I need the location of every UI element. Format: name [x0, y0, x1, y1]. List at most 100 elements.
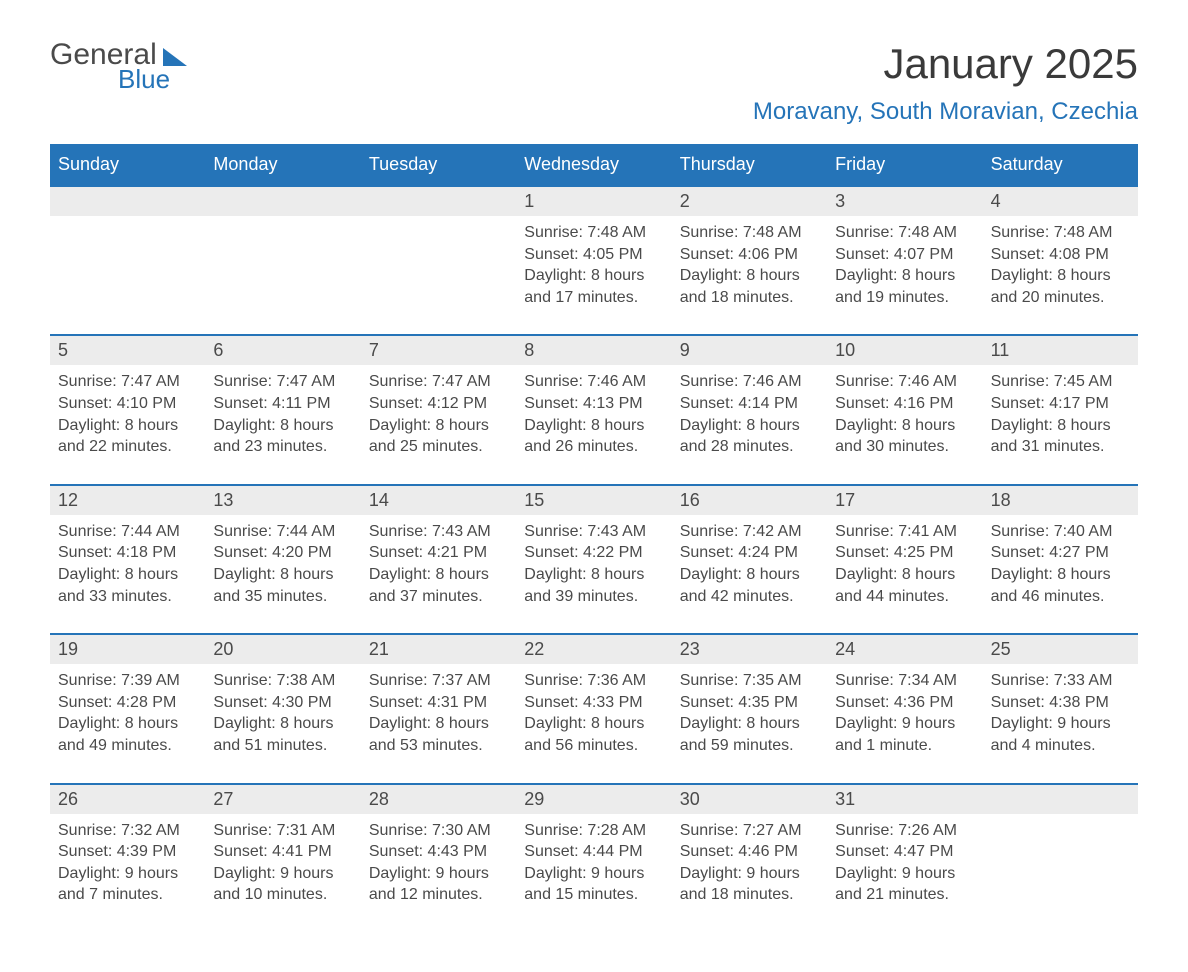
day-cell: Sunrise: 7:46 AMSunset: 4:14 PMDaylight:… — [672, 365, 827, 483]
sunset-text: Sunset: 4:24 PM — [680, 542, 819, 564]
day-number: 23 — [672, 635, 827, 664]
daylight-text: Daylight: 8 hours and 31 minutes. — [991, 415, 1130, 458]
daylight-text: Daylight: 8 hours and 56 minutes. — [524, 713, 663, 756]
calendar-week: 1234Sunrise: 7:48 AMSunset: 4:05 PMDayli… — [50, 185, 1138, 334]
day-number: 14 — [361, 486, 516, 515]
day-name: Sunday — [50, 144, 205, 185]
day-cell: Sunrise: 7:28 AMSunset: 4:44 PMDaylight:… — [516, 814, 671, 932]
day-number: 22 — [516, 635, 671, 664]
day-cell: Sunrise: 7:35 AMSunset: 4:35 PMDaylight:… — [672, 664, 827, 782]
day-number: 16 — [672, 486, 827, 515]
day-cell: Sunrise: 7:48 AMSunset: 4:07 PMDaylight:… — [827, 216, 982, 334]
day-number: 26 — [50, 785, 205, 814]
sunrise-text: Sunrise: 7:36 AM — [524, 670, 663, 692]
sunset-text: Sunset: 4:06 PM — [680, 244, 819, 266]
sunrise-text: Sunrise: 7:45 AM — [991, 371, 1130, 393]
day-cell: Sunrise: 7:33 AMSunset: 4:38 PMDaylight:… — [983, 664, 1138, 782]
sunset-text: Sunset: 4:43 PM — [369, 841, 508, 863]
day-cell: Sunrise: 7:36 AMSunset: 4:33 PMDaylight:… — [516, 664, 671, 782]
sunset-text: Sunset: 4:18 PM — [58, 542, 197, 564]
day-cell: Sunrise: 7:46 AMSunset: 4:13 PMDaylight:… — [516, 365, 671, 483]
sunset-text: Sunset: 4:28 PM — [58, 692, 197, 714]
day-number: 13 — [205, 486, 360, 515]
daylight-text: Daylight: 9 hours and 10 minutes. — [213, 863, 352, 906]
daynum-row: 1234 — [50, 187, 1138, 216]
day-name: Wednesday — [516, 144, 671, 185]
sunset-text: Sunset: 4:39 PM — [58, 841, 197, 863]
sunset-text: Sunset: 4:12 PM — [369, 393, 508, 415]
sunrise-text: Sunrise: 7:46 AM — [835, 371, 974, 393]
sunrise-text: Sunrise: 7:43 AM — [524, 521, 663, 543]
daylight-text: Daylight: 8 hours and 17 minutes. — [524, 265, 663, 308]
sunrise-text: Sunrise: 7:40 AM — [991, 521, 1130, 543]
sunset-text: Sunset: 4:44 PM — [524, 841, 663, 863]
day-cell: Sunrise: 7:34 AMSunset: 4:36 PMDaylight:… — [827, 664, 982, 782]
day-number: 19 — [50, 635, 205, 664]
sunrise-text: Sunrise: 7:47 AM — [369, 371, 508, 393]
daylight-text: Daylight: 8 hours and 53 minutes. — [369, 713, 508, 756]
day-number: 31 — [827, 785, 982, 814]
daylight-text: Daylight: 9 hours and 12 minutes. — [369, 863, 508, 906]
sunset-text: Sunset: 4:25 PM — [835, 542, 974, 564]
day-number: 10 — [827, 336, 982, 365]
sunset-text: Sunset: 4:47 PM — [835, 841, 974, 863]
sunset-text: Sunset: 4:20 PM — [213, 542, 352, 564]
day-number: 9 — [672, 336, 827, 365]
sunrise-text: Sunrise: 7:39 AM — [58, 670, 197, 692]
sunset-text: Sunset: 4:10 PM — [58, 393, 197, 415]
daylight-text: Daylight: 8 hours and 39 minutes. — [524, 564, 663, 607]
sunrise-text: Sunrise: 7:27 AM — [680, 820, 819, 842]
daylight-text: Daylight: 8 hours and 49 minutes. — [58, 713, 197, 756]
sunset-text: Sunset: 4:33 PM — [524, 692, 663, 714]
calendar-day-header: Sunday Monday Tuesday Wednesday Thursday… — [50, 144, 1138, 185]
sunset-text: Sunset: 4:07 PM — [835, 244, 974, 266]
day-name: Friday — [827, 144, 982, 185]
daynum-row: 19202122232425 — [50, 635, 1138, 664]
day-number: 2 — [672, 187, 827, 216]
sunset-text: Sunset: 4:13 PM — [524, 393, 663, 415]
day-number: 27 — [205, 785, 360, 814]
day-cell: Sunrise: 7:37 AMSunset: 4:31 PMDaylight:… — [361, 664, 516, 782]
day-number: 11 — [983, 336, 1138, 365]
day-cell: Sunrise: 7:43 AMSunset: 4:22 PMDaylight:… — [516, 515, 671, 633]
day-cell — [983, 814, 1138, 932]
page-title: January 2025 — [753, 40, 1138, 88]
day-number: 6 — [205, 336, 360, 365]
day-number: 15 — [516, 486, 671, 515]
daylight-text: Daylight: 9 hours and 1 minute. — [835, 713, 974, 756]
day-number: 25 — [983, 635, 1138, 664]
sunrise-text: Sunrise: 7:48 AM — [835, 222, 974, 244]
calendar-week: 19202122232425Sunrise: 7:39 AMSunset: 4:… — [50, 633, 1138, 782]
day-cell: Sunrise: 7:26 AMSunset: 4:47 PMDaylight:… — [827, 814, 982, 932]
calendar-week: 567891011Sunrise: 7:47 AMSunset: 4:10 PM… — [50, 334, 1138, 483]
sunrise-text: Sunrise: 7:47 AM — [213, 371, 352, 393]
day-cell: Sunrise: 7:42 AMSunset: 4:24 PMDaylight:… — [672, 515, 827, 633]
day-number: 7 — [361, 336, 516, 365]
daylight-text: Daylight: 8 hours and 46 minutes. — [991, 564, 1130, 607]
sunrise-text: Sunrise: 7:47 AM — [58, 371, 197, 393]
sunrise-text: Sunrise: 7:41 AM — [835, 521, 974, 543]
sunrise-text: Sunrise: 7:46 AM — [524, 371, 663, 393]
day-number: 5 — [50, 336, 205, 365]
daylight-text: Daylight: 8 hours and 42 minutes. — [680, 564, 819, 607]
day-cell: Sunrise: 7:40 AMSunset: 4:27 PMDaylight:… — [983, 515, 1138, 633]
daylight-text: Daylight: 9 hours and 15 minutes. — [524, 863, 663, 906]
day-cell: Sunrise: 7:48 AMSunset: 4:06 PMDaylight:… — [672, 216, 827, 334]
daylight-text: Daylight: 8 hours and 28 minutes. — [680, 415, 819, 458]
day-number: 20 — [205, 635, 360, 664]
sunrise-text: Sunrise: 7:31 AM — [213, 820, 352, 842]
sunset-text: Sunset: 4:36 PM — [835, 692, 974, 714]
daylight-text: Daylight: 8 hours and 35 minutes. — [213, 564, 352, 607]
day-cell: Sunrise: 7:39 AMSunset: 4:28 PMDaylight:… — [50, 664, 205, 782]
daylight-text: Daylight: 8 hours and 19 minutes. — [835, 265, 974, 308]
sunset-text: Sunset: 4:08 PM — [991, 244, 1130, 266]
day-cell — [50, 216, 205, 334]
sunrise-text: Sunrise: 7:48 AM — [524, 222, 663, 244]
daylight-text: Daylight: 9 hours and 18 minutes. — [680, 863, 819, 906]
day-cell: Sunrise: 7:48 AMSunset: 4:08 PMDaylight:… — [983, 216, 1138, 334]
sunset-text: Sunset: 4:46 PM — [680, 841, 819, 863]
sunset-text: Sunset: 4:21 PM — [369, 542, 508, 564]
sunset-text: Sunset: 4:05 PM — [524, 244, 663, 266]
day-number — [50, 187, 205, 216]
day-number: 1 — [516, 187, 671, 216]
